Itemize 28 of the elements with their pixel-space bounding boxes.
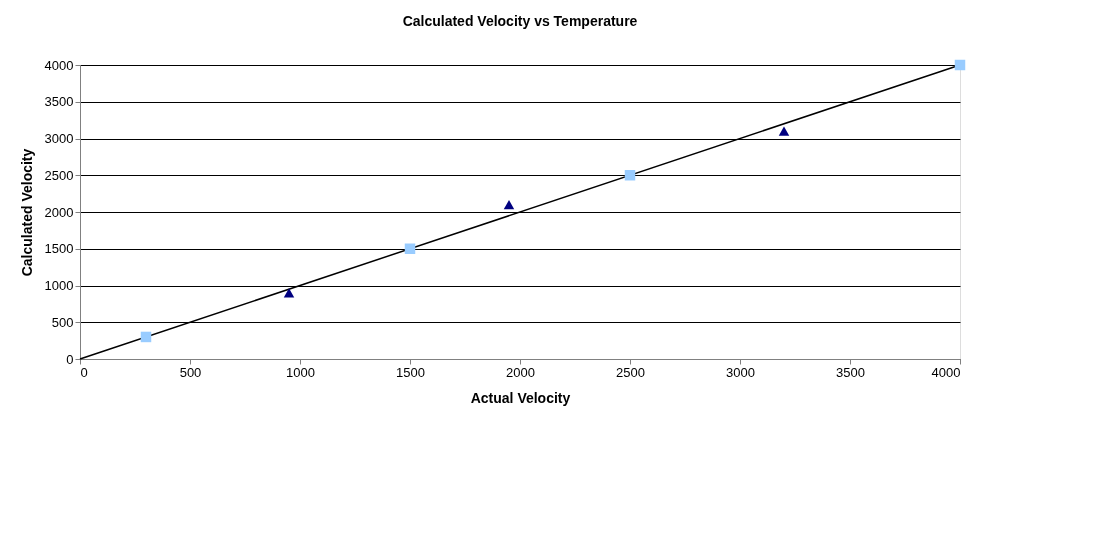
y-tick-label: 1500 bbox=[44, 241, 74, 257]
x-tick-label: 0 bbox=[80, 364, 88, 380]
y-tick-label: 500 bbox=[51, 314, 74, 330]
point bbox=[283, 288, 295, 298]
y-tick-label: 3500 bbox=[44, 94, 74, 110]
point bbox=[954, 59, 966, 71]
x-tick-label: 4000 bbox=[931, 364, 961, 380]
y-tick-label: 1000 bbox=[44, 278, 74, 293]
y-tick-label: 4000 bbox=[44, 57, 74, 73]
y-tick-label: 3000 bbox=[44, 131, 74, 146]
x-tick-label: 1000 bbox=[286, 364, 315, 380]
chart-title: Calculated Velocity vs Temperature bbox=[402, 13, 638, 29]
x-tick-label: 2000 bbox=[506, 364, 535, 380]
x-tick-label: 3500 bbox=[836, 364, 865, 380]
point bbox=[404, 243, 416, 254]
point bbox=[624, 170, 636, 181]
x-tick-label: 2500 bbox=[616, 364, 645, 380]
y-tick-label: 0 bbox=[66, 351, 74, 367]
point bbox=[140, 331, 152, 343]
point bbox=[778, 126, 790, 136]
x-tick-label: 1500 bbox=[396, 364, 425, 380]
x-tick-label: 3000 bbox=[726, 364, 755, 380]
y-tick-label: 2500 bbox=[44, 167, 74, 183]
x-tick-label: 500 bbox=[179, 364, 202, 380]
y-tick-label: 2000 bbox=[44, 204, 74, 220]
x-axis-title: Actual Velocity bbox=[470, 389, 571, 406]
y-axis-title: Calculated Velocity bbox=[18, 148, 35, 277]
point bbox=[503, 200, 515, 210]
